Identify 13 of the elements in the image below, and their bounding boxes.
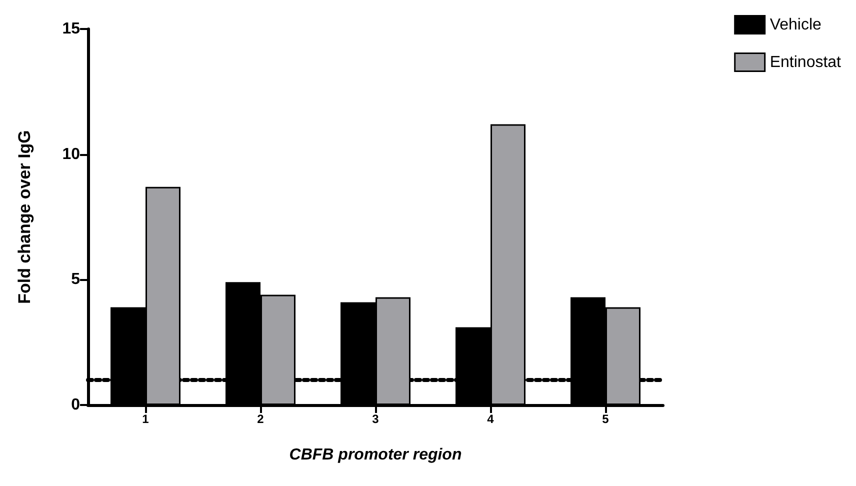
legend-label: Entinostat [770,54,842,71]
x-tick-label: 3 [372,412,380,426]
y-tick-label: 0 [71,396,80,414]
x-tick-label: 2 [257,412,264,426]
y-tick-label: 5 [71,271,80,288]
x-tick-label: 4 [487,412,494,426]
legend-label: Vehicle [770,16,822,34]
x-tick-label: 5 [602,412,610,426]
y-axis-title: Fold change over IgG [15,130,34,304]
x-axis-title: CBFB promoter region [289,446,462,464]
y-tick-label: 10 [62,146,80,163]
x-tick-label: 1 [142,412,150,426]
y-tick-label: 15 [62,20,80,38]
